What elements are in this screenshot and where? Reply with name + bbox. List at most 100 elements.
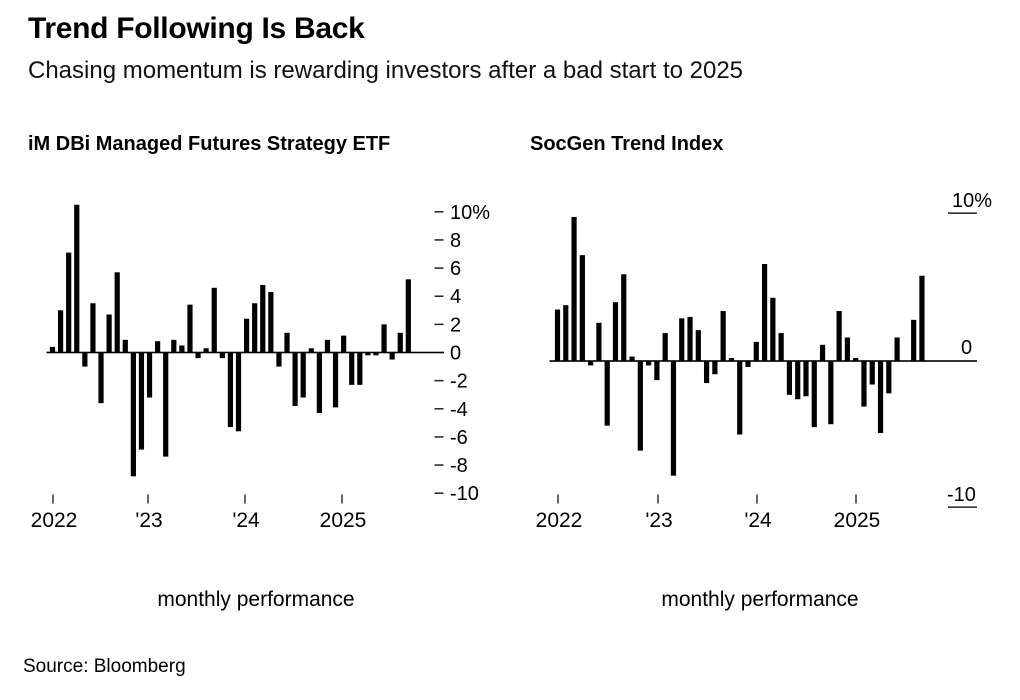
zero-axis-line: [549, 360, 977, 362]
page-title: Trend Following Is Back: [28, 12, 365, 45]
bar-socgen-2022-01: [554, 309, 561, 361]
y-tick-label: 2: [450, 314, 461, 336]
bar-socgen-2025-02: [861, 361, 867, 407]
y-tick-dash: [434, 239, 444, 241]
bar-im-2022-08: [106, 314, 112, 353]
bar-im-2023-11: [227, 352, 234, 428]
bar-im-2022-04: [74, 204, 80, 353]
chart-title-socgen-trend-index: SocGen Trend Index: [530, 133, 724, 155]
page-subtitle: Chasing momentum is rewarding investors …: [28, 57, 744, 84]
x-tick-label: '23: [645, 509, 672, 532]
bar-im-2022-12: [138, 352, 145, 450]
x-tick-label: 2025: [834, 509, 881, 532]
bar-socgen-2022-07: [604, 361, 610, 426]
bar-socgen-2023-06: [695, 330, 701, 361]
y-tick-label: -2: [450, 371, 468, 393]
bar-im-2025-05: [373, 352, 379, 356]
bar-im-2025-04: [365, 352, 371, 356]
bar-im-2023-08: [203, 348, 209, 353]
bar-socgen-2022-11: [637, 361, 643, 451]
bar-im-2023-07: [195, 352, 201, 359]
bar-im-2024-04: [268, 292, 274, 353]
y-tick-label: 8: [450, 230, 461, 252]
bar-im-2023-10: [219, 352, 225, 359]
y-tick-label: 10%: [952, 190, 992, 212]
x-tick-mark: [341, 494, 343, 504]
bar-im-2025-09: [405, 279, 411, 353]
bar-socgen-2024-12: [844, 337, 850, 361]
bar-socgen-2022-06: [596, 322, 602, 361]
bar-im-2024-02: [252, 303, 258, 353]
y-tick-dash: [434, 379, 444, 382]
bar-socgen-2022-05: [588, 361, 594, 366]
bar-im-2023-12: [235, 352, 242, 432]
x-tick-label: '23: [135, 509, 162, 532]
bar-socgen-2024-09: [819, 344, 826, 361]
bar-im-2025-08: [397, 332, 403, 353]
bar-socgen-2024-03: [770, 297, 776, 361]
bar-im-2024-03: [260, 284, 266, 353]
caption-right-monthly-performance: monthly performance: [661, 588, 859, 611]
y-tick-label: -10: [450, 483, 479, 505]
bar-socgen-2023-10: [728, 358, 735, 361]
y-tick-dash: [948, 506, 977, 508]
bar-socgen-2025-09: [919, 275, 925, 361]
y-tick-label: -8: [450, 455, 468, 477]
x-tick-mark: [52, 494, 54, 504]
x-tick-label: 2022: [31, 509, 78, 532]
y-tick-label: 0: [961, 337, 972, 359]
bar-im-2025-06: [381, 324, 387, 353]
bar-im-2024-09: [308, 348, 314, 353]
bar-socgen-2024-01: [753, 341, 759, 361]
bar-im-2025-02: [349, 352, 355, 385]
x-tick-mark: [147, 494, 149, 504]
bar-im-2023-09: [211, 287, 217, 353]
y-tick-dash: [434, 436, 444, 438]
bar-socgen-2024-11: [836, 311, 842, 361]
bar-socgen-2023-02: [662, 333, 668, 361]
y-tick-dash: [434, 211, 444, 213]
bar-im-2022-11: [130, 352, 136, 477]
bar-im-2024-07: [292, 352, 298, 406]
bar-socgen-2022-04: [579, 255, 585, 361]
bar-im-2024-10: [316, 352, 322, 413]
zero-axis-line: [46, 351, 444, 354]
bar-im-2024-06: [284, 332, 290, 353]
bar-im-2022-09: [114, 272, 120, 353]
y-tick-dash: [434, 295, 444, 297]
x-tick-mark: [657, 494, 659, 504]
bar-socgen-2025-03: [869, 361, 875, 385]
bar-socgen-2024-02: [761, 263, 768, 361]
bar-socgen-2024-06: [795, 361, 801, 400]
bar-im-2024-11: [324, 339, 331, 353]
bar-im-2024-08: [300, 352, 306, 398]
bar-socgen-2023-03: [670, 361, 677, 476]
bar-socgen-2024-04: [778, 333, 784, 361]
bar-socgen-2025-08: [911, 319, 917, 361]
bar-im-2022-10: [122, 339, 128, 353]
bar-im-2022-07: [98, 352, 104, 404]
bar-socgen-2024-08: [811, 361, 817, 428]
bar-socgen-2023-07: [703, 361, 710, 384]
bar-socgen-2025-04: [877, 361, 884, 434]
bar-im-2022-01: [49, 346, 56, 353]
y-tick-dash: [434, 408, 444, 410]
x-tick-label: '24: [232, 509, 260, 532]
bar-im-2025-07: [389, 352, 395, 360]
bar-socgen-2025-05: [886, 361, 892, 394]
chart-title-im-dbi-etf: iM DBi Managed Futures Strategy ETF: [28, 133, 391, 155]
bar-im-2023-03: [163, 352, 169, 457]
x-tick-label: 2022: [536, 509, 583, 532]
bar-socgen-2022-12: [646, 361, 652, 366]
y-tick-label: -4: [450, 399, 468, 421]
bar-im-2022-06: [90, 303, 96, 353]
bar-socgen-2023-01: [654, 361, 660, 381]
bar-im-2022-03: [66, 252, 72, 353]
bar-socgen-2025-06: [894, 337, 900, 361]
x-tick-mark: [557, 494, 559, 504]
y-tick-label: 0: [450, 343, 461, 365]
bar-socgen-2023-12: [745, 361, 751, 367]
y-tick-dash: [434, 323, 444, 326]
bar-socgen-2022-02: [563, 305, 569, 361]
bar-socgen-2024-10: [828, 361, 834, 425]
